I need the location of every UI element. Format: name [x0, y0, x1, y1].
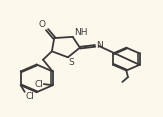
Text: NH: NH	[74, 28, 88, 37]
Text: O: O	[39, 20, 46, 29]
Text: N: N	[96, 41, 103, 50]
Text: S: S	[69, 58, 74, 67]
Text: Cl: Cl	[25, 92, 34, 101]
Text: Cl: Cl	[34, 80, 43, 89]
